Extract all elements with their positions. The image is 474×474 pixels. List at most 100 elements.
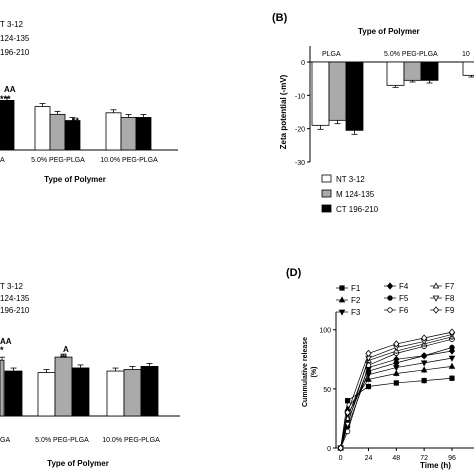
panel-b: (B) Type of Polymer 0 -10 -20 -30 Zeta potent…	[272, 12, 474, 214]
panel-d-y-label: Cummulative release	[302, 337, 309, 407]
panel-c-annotation: A	[63, 345, 69, 354]
panel-c-bar	[140, 365, 159, 417]
panel-d-x-tick-label: 24	[365, 455, 373, 462]
panel-d-legend-marker	[387, 307, 393, 313]
panel-d-legend-label: F6	[399, 306, 409, 315]
panel-d-legend-label: F7	[445, 282, 455, 291]
panel-c: AA* A** GA 5.0% PEG-PLGA 10.0% PEG-PLGA Type …	[0, 282, 180, 468]
panel-b-bar	[403, 61, 422, 81]
panel-b-legend-swatch	[321, 204, 332, 213]
panel-d-point	[421, 353, 427, 359]
panel-b-letter: (B)	[272, 12, 288, 24]
panel-a-legend-label: 196-210	[0, 48, 30, 57]
panel-d-point	[449, 344, 455, 351]
panel-b-bar	[420, 61, 439, 81]
panel-a-legend-label: T 3-12	[0, 20, 24, 29]
panel-c-bar	[123, 369, 142, 417]
panel-d-series-line	[340, 338, 453, 449]
panel-d-series-line	[340, 331, 453, 449]
panel-b-y-label: Zeta potential (-mV)	[279, 74, 288, 149]
panel-b-y-tick-label: -20	[295, 127, 305, 134]
panel-d-legend-label: F9	[445, 306, 455, 315]
panel-c-x-label: Type of Polymer	[47, 459, 109, 468]
panel-b-category-label: PLGA	[322, 51, 341, 58]
panel-a-tick-label: A	[0, 157, 5, 164]
panel-d-legend-marker	[338, 309, 346, 316]
panel-a-bar	[105, 112, 122, 151]
panel-c-legend-label: 196-210	[0, 306, 30, 315]
panel-a-tick-label: 10.0% PEG-PLGA	[100, 157, 158, 164]
panel-d-point	[449, 375, 455, 381]
panel-d-legend-marker	[339, 285, 345, 291]
panel-b-legend-swatch	[321, 174, 332, 183]
panel-c-bar	[4, 370, 23, 417]
panel-a-annotation: **	[72, 116, 80, 126]
panel-b-bar	[386, 61, 405, 86]
panel-b-category-label: 10	[462, 51, 470, 58]
panel-a-bar	[49, 113, 66, 151]
panel-b-legend-label: CT 196-210	[336, 205, 379, 214]
panel-d-point	[393, 340, 400, 348]
panel-a-bar	[135, 117, 152, 151]
panel-d-point	[421, 377, 427, 384]
panel-d-legend-marker	[387, 295, 393, 301]
panel-d-x-tick-label: 0	[339, 455, 343, 462]
panel-d-point	[344, 398, 351, 404]
panel-a-x-label: Type of Polymer	[44, 175, 106, 184]
panel-d-legend-marker	[432, 282, 440, 289]
panel-a: AA*****A 5.0% PEG-PLGA 10.0% PEG-PLGAType …	[0, 20, 178, 184]
panel-c-tick-label: 5.0% PEG-PLGA	[35, 437, 89, 444]
panel-b-legend-label: M 124-135	[336, 190, 375, 199]
panel-d-legend-label: F3	[351, 308, 361, 317]
panel-c-legend-label: T 3-12	[0, 282, 24, 291]
panel-d-point	[420, 360, 428, 367]
panel-b-title: Type of Polymer	[358, 27, 420, 36]
panel-d-y-tick-label: 0	[327, 446, 331, 453]
panel-d-y-label: (%)	[311, 367, 318, 378]
panel-c-annotation: *	[0, 345, 4, 355]
panel-c-bar	[0, 359, 5, 417]
panel-d-point	[337, 444, 344, 452]
panel-d-point	[448, 328, 456, 336]
panel-d-point	[393, 380, 399, 386]
panel-d-x-tick-label: 48	[392, 455, 400, 462]
panel-a-annotation: AA	[4, 85, 16, 94]
panel-d-y-tick-label: 50	[323, 387, 331, 394]
panel-d-legend-marker	[432, 306, 440, 314]
panel-d-point	[393, 360, 400, 366]
panel-d-letter: (D)	[286, 267, 302, 279]
panel-d-series-line	[340, 334, 453, 449]
panel-d-series-line	[340, 377, 452, 449]
panel-d-legend-label: F2	[351, 296, 361, 305]
panel-b-y-tick-label: -30	[295, 160, 305, 167]
panel-d-x-tick-label: 96	[448, 455, 456, 462]
panel-c-annotation: **	[60, 353, 68, 363]
panel-a-bar	[0, 100, 15, 151]
panel-d-legend-label: F5	[399, 294, 409, 303]
panel-b-legend-label: NT 3-12	[336, 175, 365, 184]
panel-d-x-label: Time (h)	[420, 461, 451, 470]
panel-d-point	[448, 355, 456, 362]
panel-a-legend-label: 124-135	[0, 34, 30, 43]
panel-d-point	[420, 366, 428, 373]
panel-d-legend-label: F4	[399, 282, 409, 291]
panel-c-tick-label: GA	[0, 437, 10, 444]
panel-c-bar	[54, 356, 73, 417]
panel-d-y-tick-label: 100	[319, 328, 331, 335]
panel-d-series-line	[340, 366, 453, 449]
panel-a-bar	[120, 117, 137, 151]
panel-c-bar	[106, 370, 125, 417]
panel-d-point	[365, 375, 372, 382]
panel-c-bar	[71, 367, 90, 417]
panel-b-bar	[345, 61, 364, 131]
panel-d-legend-marker	[386, 282, 394, 290]
panel-d-point	[344, 421, 351, 428]
panel-d-point	[365, 349, 372, 358]
panel-b-category-label: 5.0% PEG-PLGA	[384, 51, 438, 58]
panel-c-bar	[37, 372, 56, 417]
panel-d-point	[393, 369, 400, 376]
panel-d-legend-label: F8	[445, 294, 455, 303]
panel-b-y-tick-label: 0	[301, 60, 305, 67]
